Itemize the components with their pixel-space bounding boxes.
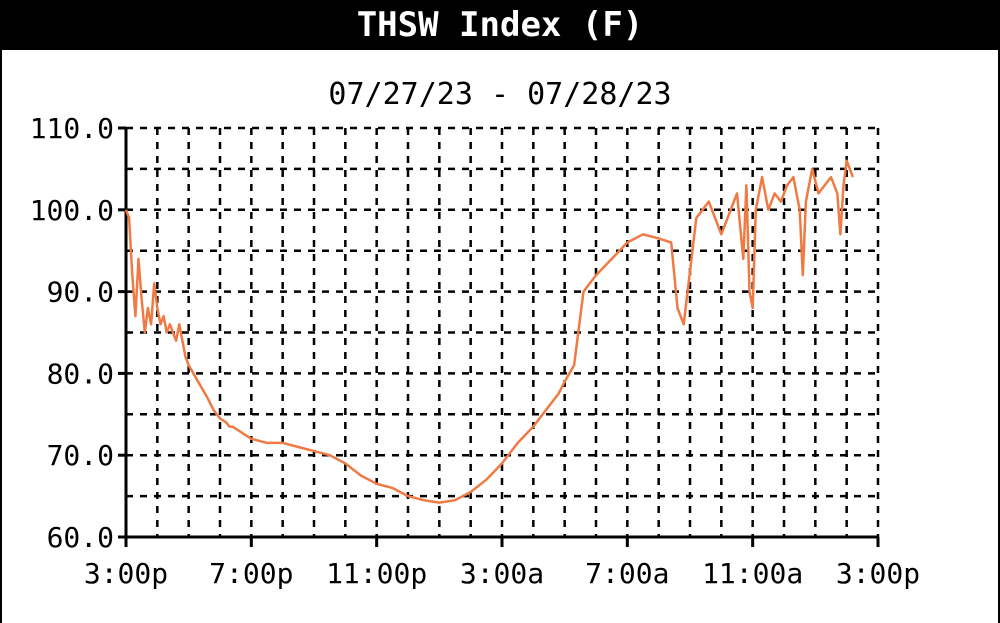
axes [118, 126, 880, 547]
y-tick-label: 90.0 [47, 276, 114, 309]
series-group [124, 159, 855, 504]
x-tick-label: 3:00a [460, 557, 544, 590]
y-tick-label: 100.0 [30, 194, 114, 227]
thsw-line-chart: 07/27/23 - 07/28/23 60.0 70.0 80.0 90.0 100.… [30, 77, 920, 590]
x-tick-label: 7:00a [585, 557, 669, 590]
x-tick-label: 3:00p [836, 557, 920, 590]
y-tick-labels: 60.0 70.0 80.0 90.0 100.0 110.0 [30, 112, 114, 554]
chart-subtitle: 07/27/23 - 07/28/23 [328, 77, 671, 112]
y-tick-label: 70.0 [47, 439, 114, 472]
x-tick-label: 11:00p [326, 557, 427, 590]
x-tick-label: 7:00p [209, 557, 293, 590]
grid-lines [126, 126, 880, 537]
x-tick-labels: 3:00p 7:00p 11:00p 3:00a 7:00a 11:00a 3:00p [84, 557, 920, 590]
chart-panel: 07/27/23 - 07/28/23 60.0 70.0 80.0 90.0 100.… [2, 50, 998, 623]
x-tick-label: 3:00p [84, 557, 168, 590]
x-tick-label: 11:00a [702, 557, 803, 590]
chart-title: THSW Index (F) [356, 5, 644, 45]
y-tick-label: 80.0 [47, 357, 114, 390]
series-line [124, 159, 855, 504]
y-tick-label: 110.0 [30, 112, 114, 145]
y-tick-label: 60.0 [47, 521, 114, 554]
